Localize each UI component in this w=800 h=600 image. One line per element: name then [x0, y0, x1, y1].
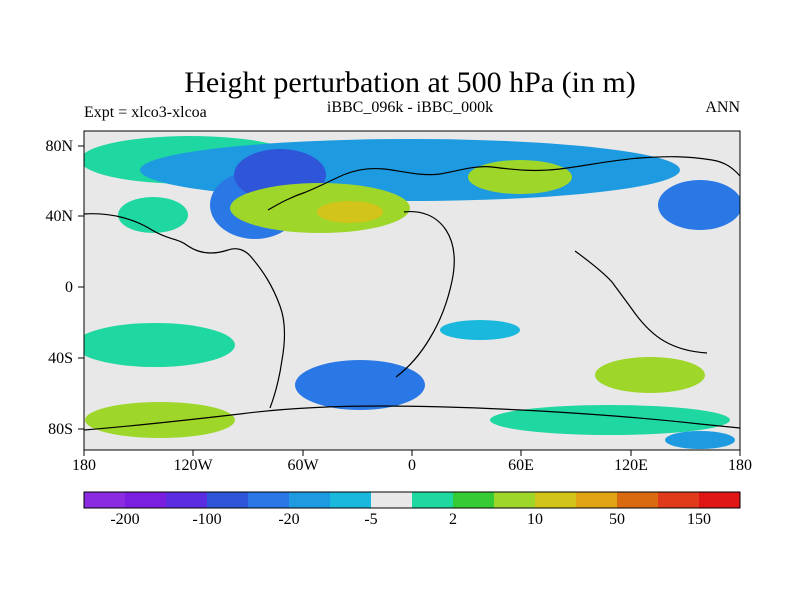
- x-tick-label-6: 120E: [614, 457, 648, 474]
- y-ticks: [78, 145, 84, 430]
- colorbar-bin-10: [453, 492, 494, 508]
- left-subtitle: Expt = xlco3-xlcoa: [84, 104, 207, 121]
- colorbar-label-3: -20: [278, 511, 299, 528]
- blob-7: [468, 160, 572, 194]
- colorbar-bin-4: [207, 492, 248, 508]
- colorbar-bin-5: [248, 492, 289, 508]
- y-tick-label-1: 80N: [45, 138, 73, 155]
- x-tick-labels: 180 120W 60W 0 60E 120E 180: [72, 457, 752, 474]
- colorbar-label-1: -200: [110, 511, 139, 528]
- y-tick-label-4: 40S: [48, 350, 73, 367]
- colorbar-bin-1: [84, 492, 125, 508]
- colorbar-bin-12: [535, 492, 576, 508]
- blob-11: [295, 360, 425, 410]
- center-subtitle: iBBC_096k - iBBC_000k: [327, 99, 493, 116]
- colorbar: [83, 491, 741, 509]
- y-tick-label-2: 40N: [45, 208, 73, 225]
- colorbar-bin-14: [617, 492, 658, 508]
- colorbar-bin-15: [658, 492, 699, 508]
- colorbar-bin-11: [494, 492, 535, 508]
- x-tick-label-7: 180: [728, 457, 752, 474]
- x-tick-label-2: 120W: [173, 457, 213, 474]
- chart-title: Height perturbation at 500 hPa (in m): [184, 66, 636, 99]
- colorbar-bin-7: [330, 492, 371, 508]
- blob-12: [85, 402, 235, 438]
- colorbar-label-4: -5: [364, 511, 377, 528]
- colorbar-bin-13: [576, 492, 617, 508]
- precip-blobs: [84, 136, 740, 449]
- blob-14: [440, 320, 520, 340]
- blob-10: [84, 323, 235, 367]
- coastline-4: [574, 250, 708, 354]
- right-subtitle: ANN: [705, 99, 740, 116]
- map-field: [84, 131, 740, 450]
- y-tick-label-3: 0: [65, 279, 73, 296]
- colorbar-label-6: 10: [527, 511, 543, 528]
- x-tick-label-5: 60E: [508, 457, 534, 474]
- colorbar-frame: [83, 491, 741, 509]
- colorbar-bin-6: [289, 492, 330, 508]
- colorbar-label-5: 2: [449, 511, 457, 528]
- colorbar-labels: -200 -100 -20 -5 2 10 50 150: [110, 511, 711, 528]
- colorbar-bin-2: [125, 492, 166, 508]
- y-tick-labels: 80N 40N 0 40S 80S: [45, 138, 73, 438]
- coastline-3: [395, 210, 455, 378]
- x-tick-label-3: 60W: [287, 457, 319, 474]
- blob-13: [595, 357, 705, 393]
- blob-16: [665, 431, 735, 449]
- y-tick-label-5: 80S: [48, 421, 73, 438]
- coastline-5: [84, 405, 740, 431]
- coastline-2: [267, 156, 740, 211]
- colorbar-bin-16: [699, 492, 740, 508]
- coastline: [84, 213, 285, 409]
- x-tick-label-1: 180: [72, 457, 96, 474]
- colorbar-bin-3: [166, 492, 207, 508]
- colorbar-label-7: 50: [609, 511, 625, 528]
- blob-15: [490, 405, 730, 435]
- colorbar-label-2: -100: [192, 511, 221, 528]
- blob-9: [118, 197, 188, 233]
- x-tick-label-4: 0: [408, 457, 416, 474]
- colorbar-label-8: 150: [687, 511, 711, 528]
- blob-6: [317, 201, 383, 223]
- colorbar-bin-9: [412, 492, 453, 508]
- x-ticks: [83, 450, 741, 456]
- colorbar-bin-8: [371, 492, 412, 508]
- blob-8: [658, 180, 740, 230]
